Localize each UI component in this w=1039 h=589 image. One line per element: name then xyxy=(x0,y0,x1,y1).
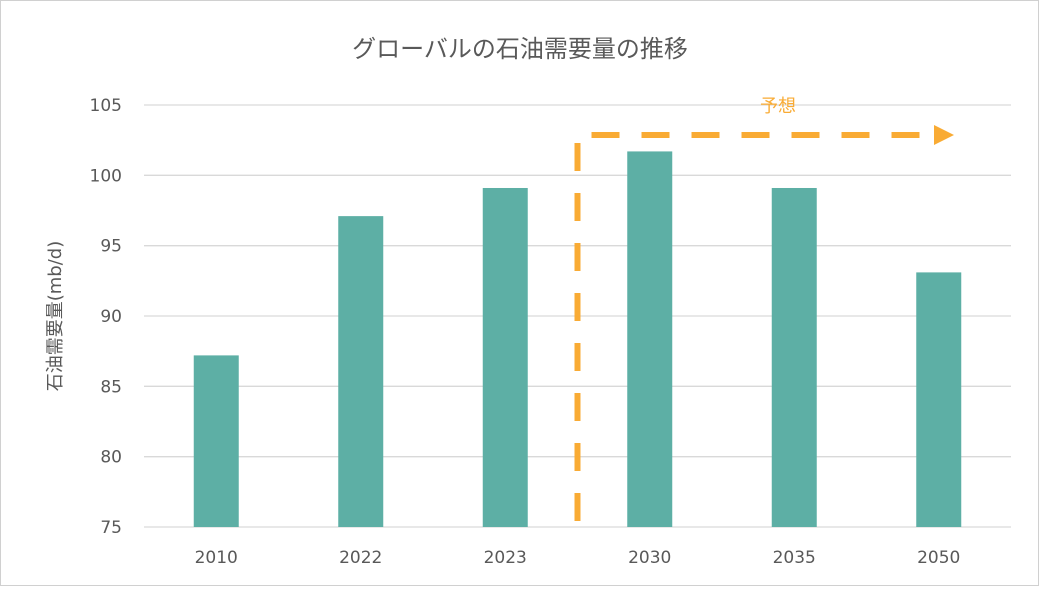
x-tick-label: 2023 xyxy=(484,548,527,568)
x-tick-label: 2050 xyxy=(917,548,960,568)
y-tick-label: 95 xyxy=(100,237,122,257)
y-tick-label: 90 xyxy=(100,307,122,327)
x-tick-label: 2030 xyxy=(628,548,671,568)
bar-2022 xyxy=(338,216,384,528)
y-tick-label: 80 xyxy=(100,448,122,468)
bar-2010 xyxy=(193,355,239,527)
y-tick-label: 105 xyxy=(90,96,122,116)
x-tick-label: 2035 xyxy=(773,548,816,568)
arrow-right-icon xyxy=(934,125,954,145)
bar-2030 xyxy=(627,151,673,528)
bar-2035 xyxy=(771,187,817,527)
y-tick-label: 75 xyxy=(100,518,122,538)
x-tick-label: 2022 xyxy=(339,548,382,568)
forecast-dashed-line xyxy=(574,132,936,521)
y-tick-label: 85 xyxy=(100,377,122,397)
chart-title: グローバルの石油需要量の推移 xyxy=(352,35,688,63)
bar-2050 xyxy=(916,272,962,527)
y-tick-label: 100 xyxy=(90,166,122,186)
x-tick-label: 2010 xyxy=(195,548,238,568)
forecast-label: 予想 xyxy=(760,96,796,117)
y-axis-label: 石油需要量(mb/d) xyxy=(45,241,66,392)
bar-2023 xyxy=(482,187,528,527)
